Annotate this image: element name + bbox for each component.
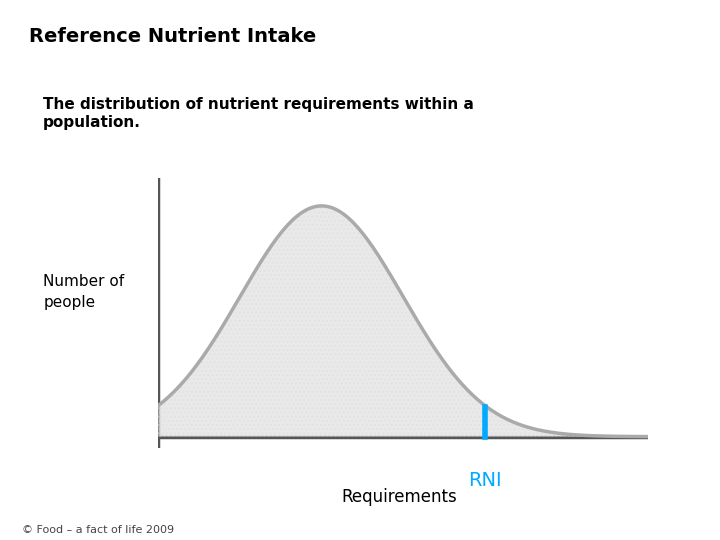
Text: Number of
people: Number of people — [43, 274, 125, 309]
Text: Reference Nutrient Intake: Reference Nutrient Intake — [29, 27, 316, 46]
Text: RNI: RNI — [468, 471, 502, 490]
Text: © Food – a fact of life 2009: © Food – a fact of life 2009 — [22, 524, 174, 535]
Text: Requirements: Requirements — [342, 488, 457, 506]
Text: The distribution of nutrient requirements within a
population.: The distribution of nutrient requirement… — [43, 97, 474, 130]
